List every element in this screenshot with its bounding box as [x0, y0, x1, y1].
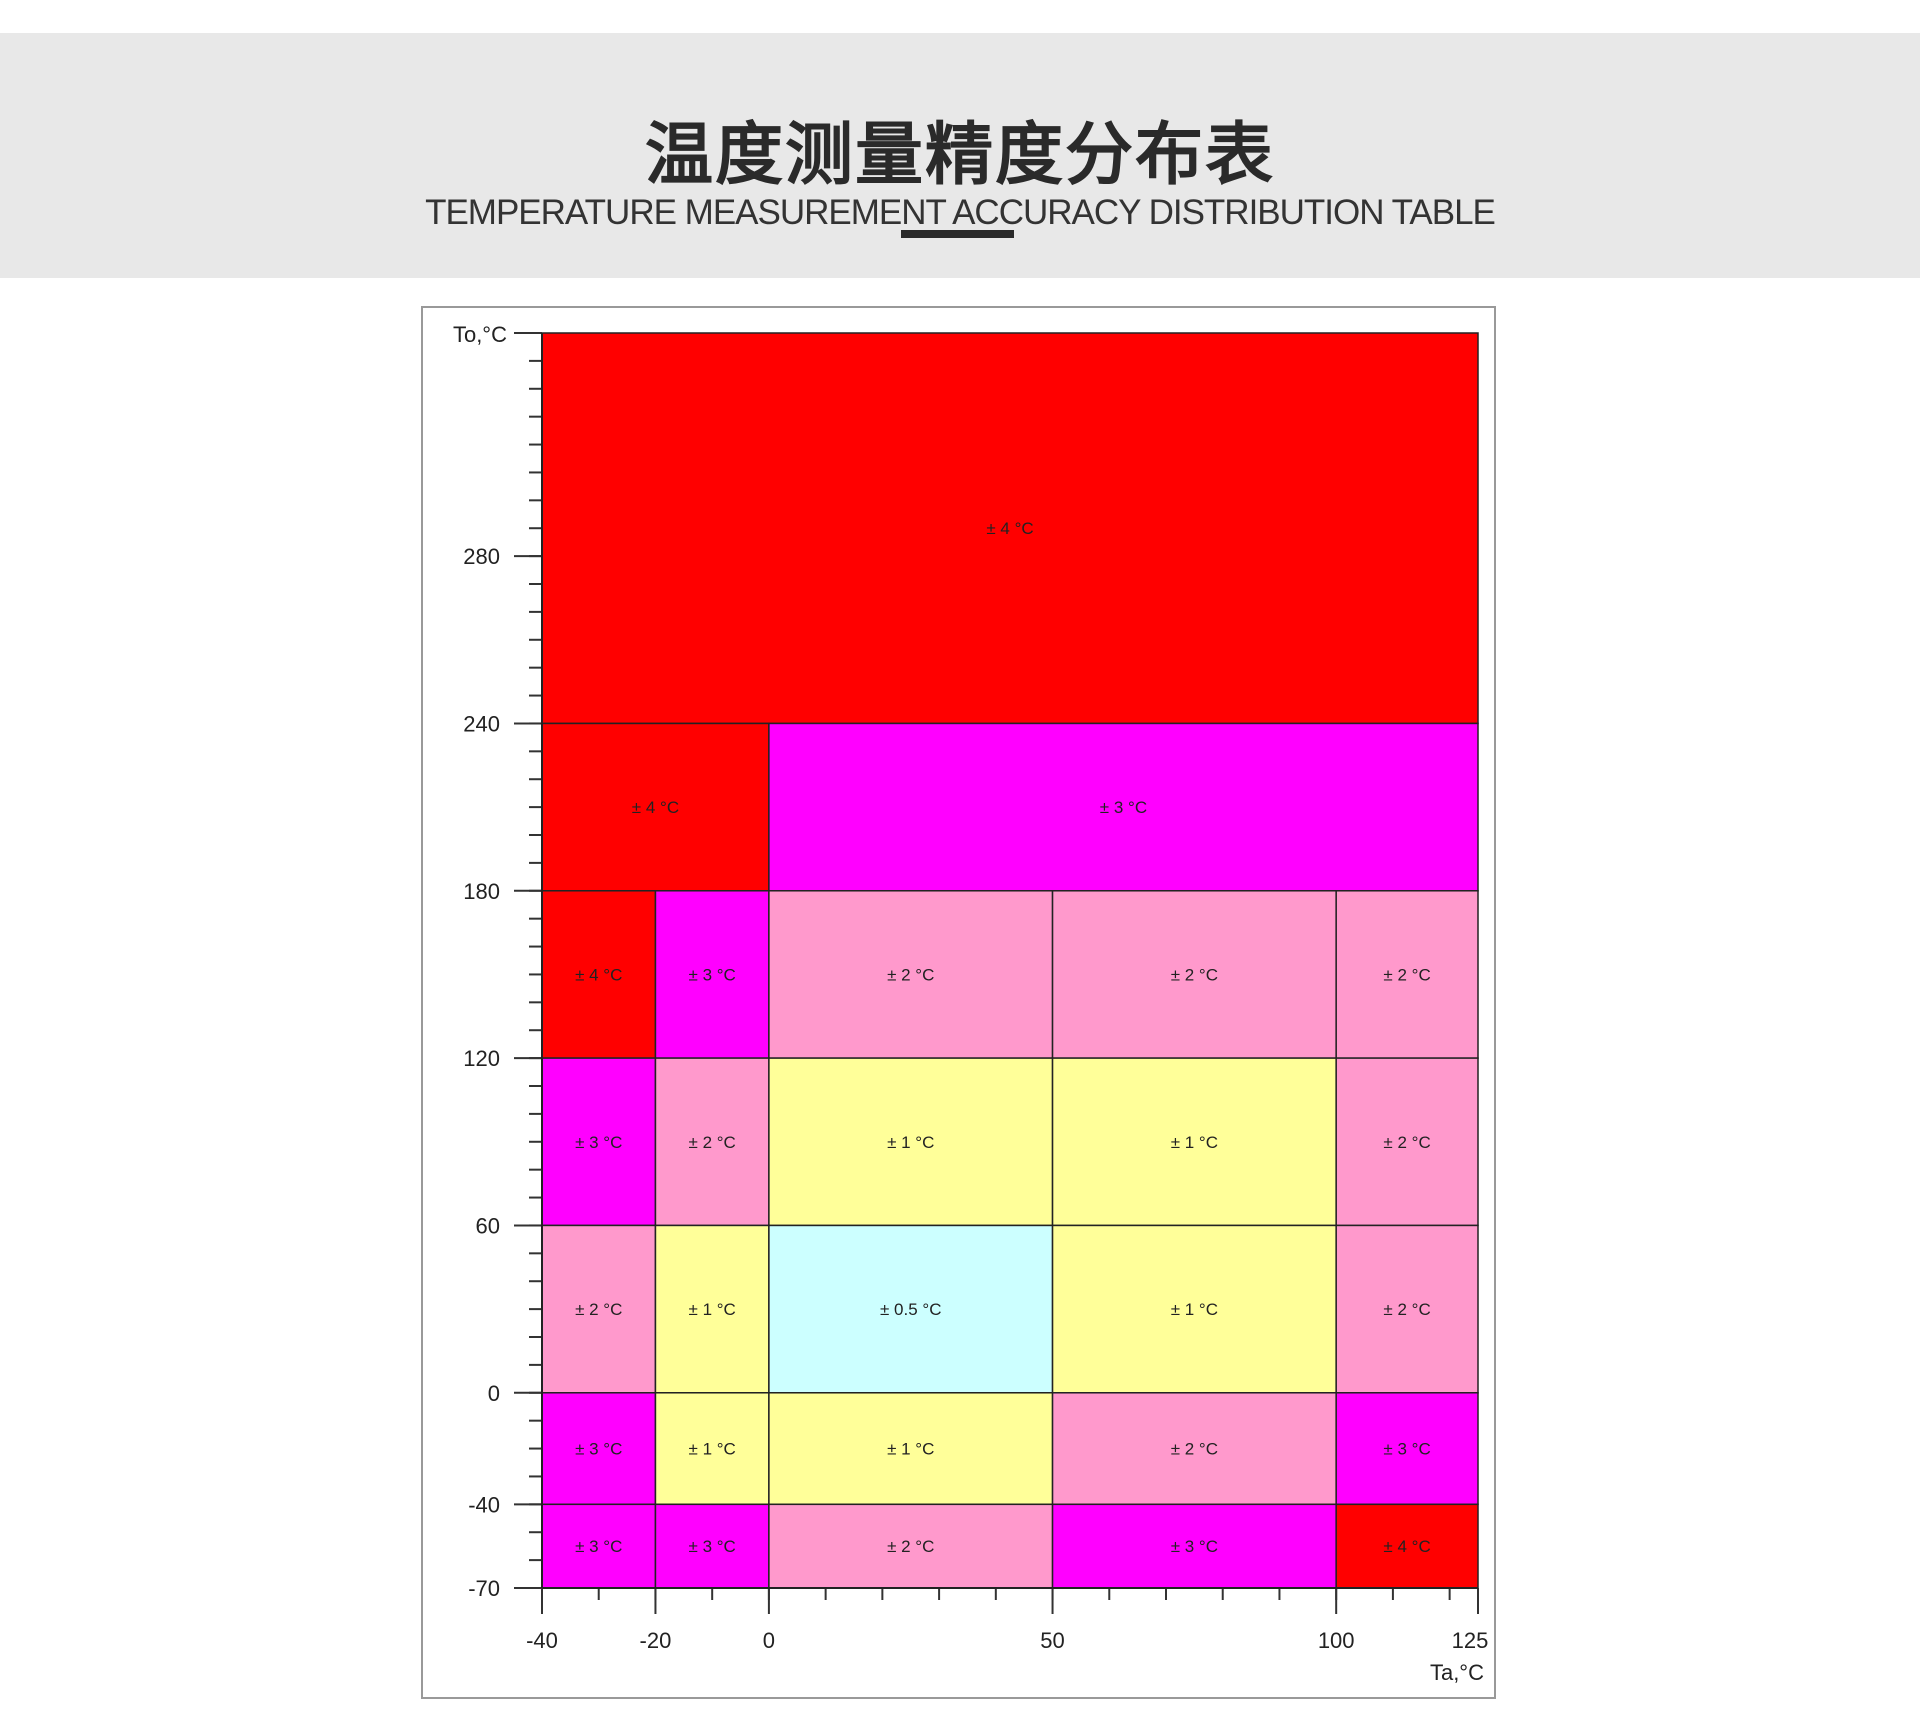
cell-label: ± 2 °C — [689, 1133, 736, 1152]
cell-label: ± 3 °C — [575, 1440, 622, 1459]
cell-label: ± 2 °C — [1383, 965, 1430, 984]
cell-label: ± 1 °C — [1171, 1133, 1218, 1152]
heatmap-cell — [654, 1224, 770, 1394]
heatmap-cell — [768, 1224, 1054, 1394]
y-tick-label: 240 — [463, 711, 500, 736]
heatmap-cell — [1335, 1224, 1479, 1394]
heatmap-cell — [1335, 1057, 1479, 1227]
y-tick-label: -70 — [468, 1576, 500, 1601]
y-axis-label: To,°C — [453, 322, 507, 347]
heatmap-cell — [654, 1392, 770, 1506]
cell-label: ± 4 °C — [632, 798, 679, 817]
heatmap-cell — [541, 1057, 657, 1227]
cell-label: ± 2 °C — [1383, 1300, 1430, 1319]
heatmap-cell — [768, 1392, 1054, 1506]
heatmap-cell — [1335, 890, 1479, 1059]
x-tick-label: -40 — [526, 1628, 558, 1653]
cell-label: ± 3 °C — [575, 1133, 622, 1152]
cell-label: ± 3 °C — [575, 1537, 622, 1556]
heatmap-cell — [1335, 1392, 1479, 1506]
y-tick-label: 280 — [463, 544, 500, 569]
heatmap-cell — [541, 332, 1479, 725]
page-title: 温度测量精度分布表 — [644, 116, 1275, 195]
x-tick-label: 0 — [763, 1628, 775, 1653]
cell-label: ± 3 °C — [1100, 798, 1147, 817]
x-tick-label: -20 — [640, 1628, 672, 1653]
cell-label: ± 2 °C — [1383, 1133, 1430, 1152]
header-banner: 温度测量精度分布表 TEMPERATURE MEASUREMENT ACCURA… — [0, 33, 1920, 278]
heatmap-cell — [541, 1503, 657, 1589]
heatmap-cell — [1051, 1503, 1337, 1589]
heatmap-cell — [541, 1224, 657, 1394]
cell-label: ± 3 °C — [689, 965, 736, 984]
heatmap-cell — [1051, 1057, 1337, 1227]
page-subtitle: TEMPERATURE MEASUREMENT ACCURACY DISTRIB… — [425, 193, 1496, 232]
y-tick-label: 60 — [476, 1213, 500, 1238]
cell-label: ± 2 °C — [1171, 1440, 1218, 1459]
y-tick-label: -40 — [468, 1492, 500, 1517]
cell-label: ± 2 °C — [1171, 965, 1218, 984]
cell-label: ± 2 °C — [887, 1537, 934, 1556]
cell-label: ± 4 °C — [1383, 1537, 1430, 1556]
y-tick-label: 180 — [463, 879, 500, 904]
cell-label: ± 1 °C — [1171, 1300, 1218, 1319]
heatmap-cell — [768, 1503, 1054, 1589]
x-tick-label: 50 — [1040, 1628, 1064, 1653]
x-tick-label: 100 — [1318, 1628, 1355, 1653]
cell-label: ± 1 °C — [689, 1300, 736, 1319]
cell-label: ± 2 °C — [887, 965, 934, 984]
cell-label: ± 4 °C — [575, 965, 622, 984]
cell-label: ± 1 °C — [887, 1133, 934, 1152]
heatmap-cell — [1051, 1392, 1337, 1506]
cell-label: ± 3 °C — [1171, 1537, 1218, 1556]
heatmap-cell — [768, 722, 1479, 892]
heatmap-cell — [1051, 1224, 1337, 1394]
heatmap-cell — [541, 722, 770, 892]
x-tick-label: 125 — [1452, 1628, 1489, 1653]
cell-label: ± 4 °C — [986, 519, 1033, 538]
heatmap-cell — [654, 890, 770, 1059]
cell-label: ± 3 °C — [689, 1537, 736, 1556]
heatmap-cell — [1051, 890, 1337, 1059]
y-tick-label: 120 — [463, 1046, 500, 1071]
cell-label: ± 2 °C — [575, 1300, 622, 1319]
cell-label: ± 3 °C — [1383, 1440, 1430, 1459]
heatmap-cell — [1335, 1503, 1479, 1589]
heatmap-cell — [541, 890, 657, 1059]
heatmap-cell — [768, 1057, 1054, 1227]
cell-label: ± 1 °C — [887, 1440, 934, 1459]
cell-label: ± 0.5 °C — [880, 1300, 941, 1319]
title-underline-divider — [901, 230, 1014, 238]
heatmap-cell — [654, 1503, 770, 1589]
x-axis-label: Ta,°C — [1430, 1660, 1484, 1685]
cell-label: ± 1 °C — [689, 1440, 736, 1459]
y-tick-label: 0 — [488, 1381, 500, 1406]
